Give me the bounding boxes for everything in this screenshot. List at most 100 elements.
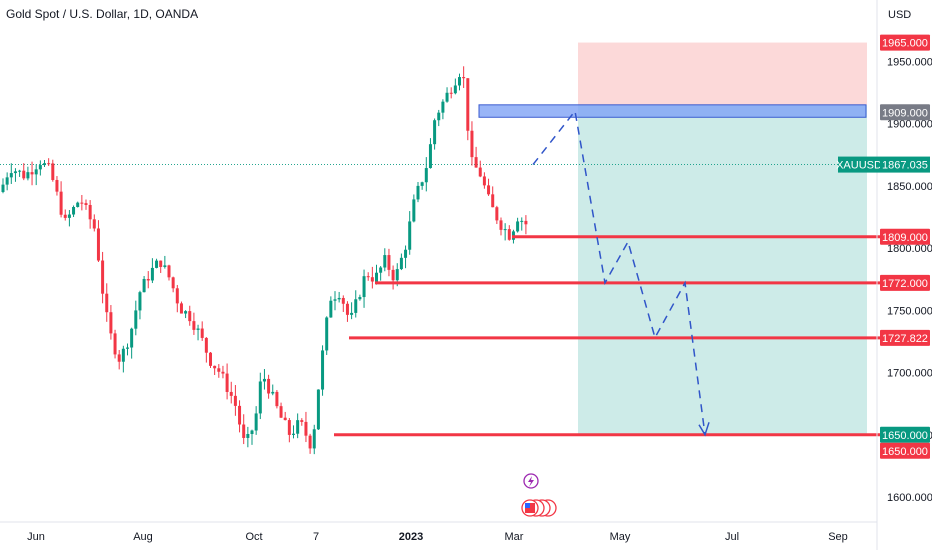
time-tick-label: Mar (505, 531, 524, 543)
candle-body (59, 191, 63, 215)
candle-body (408, 221, 412, 250)
time-tick-label: 2023 (399, 531, 423, 543)
candle-body (159, 260, 163, 267)
candle-body (63, 214, 67, 218)
candle-body (200, 328, 204, 338)
candle-body (130, 328, 134, 348)
candle-body (375, 272, 378, 282)
target-5-price-tag-bg (880, 442, 930, 459)
candle-body (499, 220, 503, 230)
time-tick-label: 7 (313, 531, 319, 543)
candle-body (221, 371, 225, 374)
candle-body (5, 177, 9, 185)
candle-body (424, 168, 428, 183)
candle-body (254, 413, 258, 431)
candle-body (18, 170, 22, 172)
entry-zone[interactable] (478, 104, 867, 118)
price-tick-label: 1800.000 (887, 243, 932, 255)
candle-body (250, 430, 254, 435)
candle-body (462, 77, 466, 79)
candle-body (51, 163, 55, 180)
candle-body (383, 255, 387, 268)
candle-body (196, 328, 200, 330)
price-tick-label: 1950.000 (887, 56, 932, 68)
candle-body (105, 293, 109, 313)
candle-body (179, 303, 183, 314)
candle-body (379, 267, 383, 273)
candle-body (233, 395, 237, 406)
candle-body (491, 194, 495, 208)
target-1-price-tag: 1809.000 (882, 232, 928, 244)
candle-body (482, 176, 486, 186)
candle-body (267, 378, 271, 394)
last-price-tag: 1867.035 (882, 160, 928, 172)
take-profit-zone (578, 104, 867, 435)
candle-body (404, 249, 408, 258)
candles (1, 66, 528, 455)
entry-price-tag-bg (880, 104, 930, 121)
target-2-price-tag-bg (880, 274, 930, 291)
candle-body (192, 321, 196, 330)
time-tick-label: Jul (725, 531, 739, 543)
currency-label: USD (888, 9, 911, 21)
candle-body (30, 172, 34, 175)
candle-body (520, 220, 524, 222)
candle-body (126, 347, 129, 349)
candle-body (146, 278, 150, 281)
candle-body (213, 365, 217, 369)
candle-body (67, 214, 71, 218)
time-tick-label: Aug (133, 531, 153, 543)
candle-body (246, 434, 250, 438)
candle-body (445, 92, 449, 102)
candle-body (22, 170, 26, 179)
candle-body (150, 267, 154, 281)
candle-body (333, 299, 337, 301)
candle-body (225, 373, 229, 392)
candle-body (134, 310, 138, 329)
candle-body (80, 202, 84, 204)
candle-body (96, 228, 100, 261)
candle-body (312, 429, 316, 449)
price-tick-label: 1750.000 (887, 305, 932, 317)
candle-body (395, 269, 399, 281)
candle-body (88, 204, 92, 220)
candle-body (117, 354, 121, 362)
candle-body (329, 300, 333, 318)
target-4-price-tag: 1650.000 (882, 430, 928, 442)
candle-body (47, 163, 51, 165)
candle-body (142, 278, 146, 293)
candle-body (287, 420, 291, 435)
candle-body (437, 112, 441, 121)
stop-price-tag: 1965.000 (882, 38, 928, 50)
time-tick-label: Jun (27, 531, 45, 543)
candle-body (524, 220, 528, 225)
price-tick-label: 1600.000 (887, 492, 932, 504)
candle-body (121, 348, 125, 362)
time-tick-label: Sep (828, 531, 848, 543)
candle-body (412, 199, 416, 222)
candle-body (275, 391, 279, 407)
candle-body (55, 179, 59, 192)
candle-body (341, 297, 345, 304)
time-tick-label: Oct (245, 531, 262, 543)
candle-body (370, 277, 374, 282)
candle-body (262, 378, 266, 382)
candle-body (9, 173, 13, 178)
candle-body (138, 292, 142, 311)
candle-body (229, 391, 233, 396)
stop-loss-zone (578, 42, 867, 105)
candle-body (292, 433, 295, 435)
candle-body (101, 260, 105, 294)
time-axis: Jun Aug Oct 7 2023 Mar May Jul Sep (0, 521, 877, 543)
candle-body (366, 276, 370, 278)
candle-body (316, 389, 320, 430)
target-2-price-tag: 1772.000 (882, 278, 928, 290)
candle-body (304, 421, 308, 436)
candle-body (420, 182, 424, 186)
candle-body (34, 169, 38, 175)
candle-body (487, 185, 491, 195)
candle-body (1, 184, 5, 192)
candle-body (337, 297, 341, 300)
